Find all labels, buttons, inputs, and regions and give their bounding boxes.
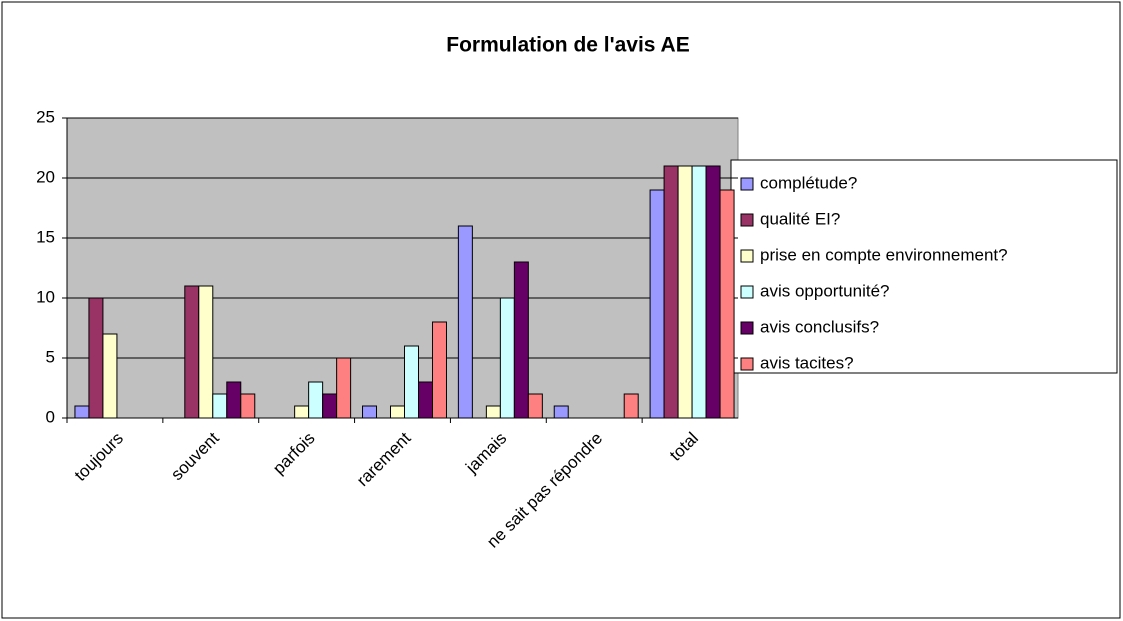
y-tick-label: 0 (46, 407, 55, 426)
bar (404, 345, 419, 419)
bar (308, 381, 324, 419)
chart-title: Formulation de l'avis AE (446, 34, 689, 57)
legend-swatch (740, 249, 754, 263)
legend-label: avis tacites? (760, 353, 854, 372)
bar (527, 393, 543, 419)
bar (102, 333, 118, 419)
bar (719, 189, 735, 419)
bar (649, 189, 665, 419)
plot-area (66, 117, 739, 419)
legend-swatch (740, 213, 754, 227)
bar (457, 225, 473, 419)
y-tick-label: 10 (36, 287, 55, 306)
bar (184, 285, 200, 419)
legend-label: avis opportunité? (760, 281, 889, 300)
bar (212, 393, 228, 419)
bar (390, 405, 405, 419)
bar (513, 261, 529, 419)
bar (336, 357, 352, 419)
bar (362, 405, 378, 419)
legend-label: avis conclusifs? (760, 317, 879, 336)
bar (485, 405, 501, 419)
legend-label: qualité EI? (760, 209, 840, 228)
bar (322, 393, 338, 419)
bar (198, 285, 214, 419)
bar (623, 393, 639, 419)
bar (705, 165, 721, 419)
legend-swatch (740, 321, 754, 335)
bar (663, 165, 679, 419)
legend-label: prise en compte environnement? (760, 245, 1008, 264)
bar (294, 405, 310, 419)
bar (691, 165, 707, 419)
legend-swatch (740, 285, 754, 299)
bar (431, 321, 447, 419)
bar (240, 393, 256, 419)
bar (499, 297, 515, 419)
y-tick-label: 15 (36, 227, 55, 246)
bar (553, 405, 569, 419)
y-tick-label: 5 (46, 347, 55, 366)
legend-label: complétude? (760, 173, 857, 192)
legend (730, 159, 1118, 374)
legend-swatch (740, 177, 754, 191)
y-tick-label: 20 (36, 167, 55, 186)
bar (88, 297, 104, 419)
y-tick-label: 25 (36, 107, 55, 126)
bar (417, 381, 433, 419)
bar (226, 381, 242, 419)
legend-swatch (740, 357, 754, 371)
bar (677, 165, 693, 419)
bar (74, 405, 90, 419)
